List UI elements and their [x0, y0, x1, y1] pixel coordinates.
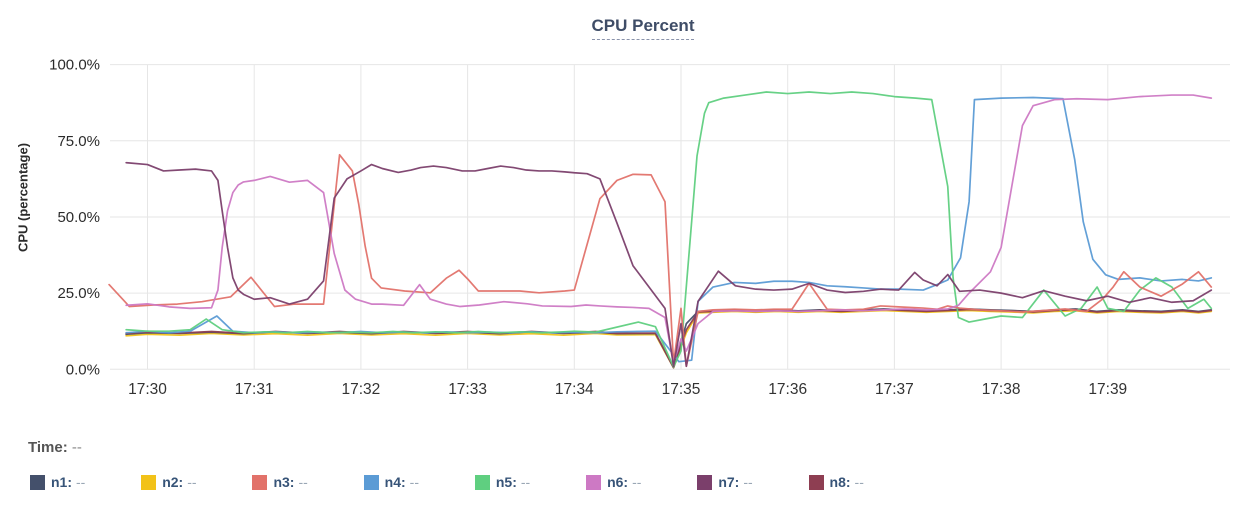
svg-text:17:35: 17:35 — [662, 381, 701, 398]
svg-text:75.0%: 75.0% — [57, 133, 100, 150]
svg-text:17:32: 17:32 — [342, 381, 381, 398]
svg-text:17:30: 17:30 — [128, 381, 167, 398]
svg-text:50.0%: 50.0% — [57, 209, 100, 226]
svg-text:100.0%: 100.0% — [49, 57, 100, 74]
svg-text:17:34: 17:34 — [555, 381, 594, 398]
svg-text:17:38: 17:38 — [982, 381, 1021, 398]
svg-text:17:31: 17:31 — [235, 381, 274, 398]
svg-text:25.0%: 25.0% — [57, 285, 100, 302]
svg-text:17:36: 17:36 — [768, 381, 807, 398]
svg-text:17:33: 17:33 — [448, 381, 487, 398]
svg-text:17:39: 17:39 — [1088, 381, 1127, 398]
svg-text:0.0%: 0.0% — [66, 361, 100, 378]
svg-text:17:37: 17:37 — [875, 381, 914, 398]
